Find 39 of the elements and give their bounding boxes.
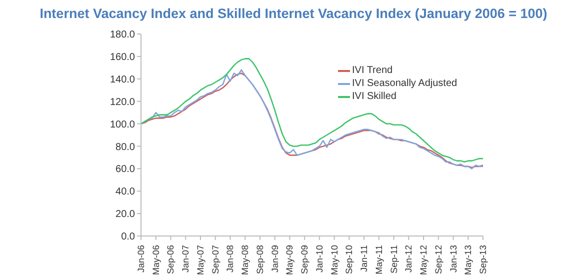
y-tick-label: 160.0 [110, 52, 136, 63]
x-tick-label: Sep-06 [166, 245, 176, 274]
y-tick-label: 20.0 [116, 209, 136, 220]
x-tick-label: May-08 [240, 245, 250, 276]
x-tick-label: Sep-12 [433, 245, 444, 274]
x-tick-label: Jan-07 [180, 245, 191, 273]
x-tick-label: Sep-07 [210, 245, 220, 274]
legend-label: IVI Skilled [352, 90, 396, 103]
y-tick-label: 60.0 [116, 164, 136, 176]
x-tick-label: May-06 [150, 245, 161, 276]
legend-label: IVI Seasonally Adjusted [352, 77, 458, 90]
legend-label: IVI Trend [352, 64, 393, 77]
x-tick-label: Jan-13 [448, 245, 458, 273]
x-tick-label: Sep-09 [300, 245, 310, 274]
x-tick-label: Sep-10 [344, 245, 354, 274]
x-tick-label: Sep-08 [254, 245, 265, 274]
x-tick-label: May-10 [329, 245, 340, 276]
x-tick-label: Sep-11 [388, 245, 399, 274]
x-tick-label: May-11 [374, 245, 384, 274]
y-tick-label: 0.0 [121, 232, 136, 243]
x-tick-label: May-07 [195, 245, 206, 276]
x-tick-label: May-12 [418, 245, 429, 276]
x-tick-label: Jan-09 [270, 245, 280, 273]
y-tick-label: 80.0 [116, 142, 136, 153]
y-tick-label: 140.0 [110, 74, 136, 86]
y-tick-label: 40.0 [116, 186, 136, 198]
x-tick-label: Jan-08 [225, 245, 236, 273]
x-tick-label: Jan-11 [359, 245, 370, 272]
x-tick-label: Jan-10 [314, 245, 324, 273]
x-tick-label: Jan-06 [136, 245, 146, 273]
line-series [141, 58, 483, 163]
x-tick-label: Jan-12 [404, 245, 414, 273]
y-tick-label: 180.0 [110, 30, 136, 41]
y-tick-label: 120.0 [110, 96, 136, 108]
x-tick-label: May-13 [463, 245, 474, 276]
x-tick-label: May-09 [284, 245, 295, 276]
y-tick-label: 100.0 [110, 119, 136, 130]
chart-title: Internet Vacancy Index and Skilled Internet Vacancy Index (January 2006 = 100) [38, 6, 548, 21]
x-tick-label: Sep-13 [478, 245, 488, 274]
